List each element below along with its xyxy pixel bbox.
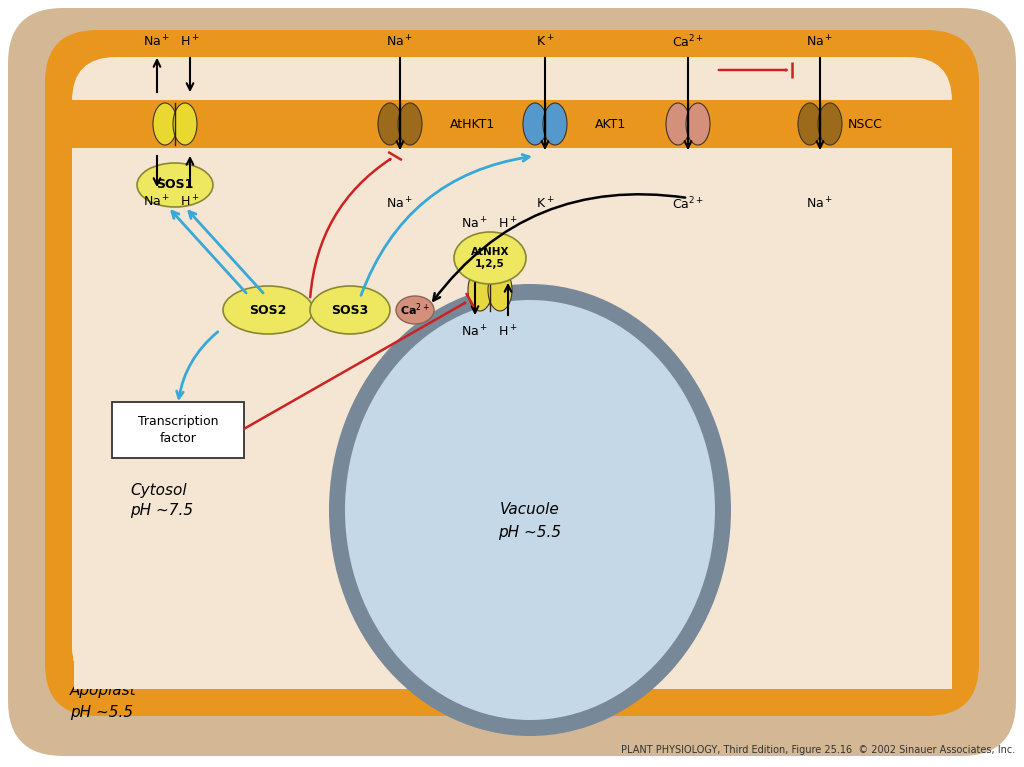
Text: K$^+$: K$^+$ [536,35,554,50]
Text: H$^+$: H$^+$ [180,35,200,50]
FancyBboxPatch shape [74,148,952,689]
Text: NSCC: NSCC [848,117,883,130]
Ellipse shape [818,103,842,145]
Text: Ca$^{2+}$: Ca$^{2+}$ [672,34,705,50]
Text: Na$^+$: Na$^+$ [462,324,488,339]
Ellipse shape [173,103,197,145]
Text: Na$^+$: Na$^+$ [462,217,488,232]
Text: Cytosol: Cytosol [130,482,186,498]
Text: Na$^+$: Na$^+$ [386,196,414,211]
FancyBboxPatch shape [45,30,979,716]
Text: AtHKT1: AtHKT1 [450,117,496,130]
Text: AKT1: AKT1 [595,117,627,130]
Text: H$^+$: H$^+$ [499,217,518,232]
FancyBboxPatch shape [8,8,1016,756]
Ellipse shape [396,296,434,324]
Text: Vacuole: Vacuole [500,502,560,518]
Text: pH ~5.5: pH ~5.5 [499,525,561,539]
Ellipse shape [543,103,567,145]
Text: Apoplast: Apoplast [70,683,136,697]
FancyBboxPatch shape [72,57,952,689]
Text: K$^+$: K$^+$ [536,196,554,211]
Ellipse shape [329,284,731,736]
Ellipse shape [798,103,822,145]
FancyBboxPatch shape [112,402,244,458]
FancyBboxPatch shape [72,148,952,689]
Text: SOS1: SOS1 [157,179,194,192]
Ellipse shape [398,103,422,145]
Text: Na$^+$: Na$^+$ [143,194,171,209]
Ellipse shape [686,103,710,145]
Text: Na$^+$: Na$^+$ [143,35,171,50]
Ellipse shape [523,103,547,145]
Text: Na$^+$: Na$^+$ [386,35,414,50]
Ellipse shape [666,103,690,145]
Text: Na$^+$: Na$^+$ [806,196,834,211]
Ellipse shape [223,286,313,334]
Text: Ca$^{2+}$: Ca$^{2+}$ [672,196,705,212]
Ellipse shape [137,163,213,207]
Text: Ca$^{2+}$: Ca$^{2+}$ [400,301,430,318]
Ellipse shape [488,269,512,311]
Text: Na$^+$: Na$^+$ [806,35,834,50]
Text: H$^+$: H$^+$ [499,324,518,339]
Ellipse shape [153,103,177,145]
Text: Transcription: Transcription [138,416,218,429]
Text: PLANT PHYSIOLOGY, Third Edition, Figure 25.16  © 2002 Sinauer Associates, Inc.: PLANT PHYSIOLOGY, Third Edition, Figure … [621,745,1015,755]
Text: factor: factor [160,432,197,445]
Text: SOS3: SOS3 [332,304,369,317]
Text: AtNHX
1,2,5: AtNHX 1,2,5 [471,247,509,268]
Ellipse shape [378,103,402,145]
Ellipse shape [454,232,526,284]
Ellipse shape [345,300,715,720]
Text: pH ~5.5: pH ~5.5 [70,705,133,719]
Text: H$^+$: H$^+$ [180,194,200,209]
Ellipse shape [468,269,492,311]
Text: pH ~7.5: pH ~7.5 [130,502,194,518]
Ellipse shape [310,286,390,334]
Text: SOS2: SOS2 [249,304,287,317]
Bar [72,100,952,148]
